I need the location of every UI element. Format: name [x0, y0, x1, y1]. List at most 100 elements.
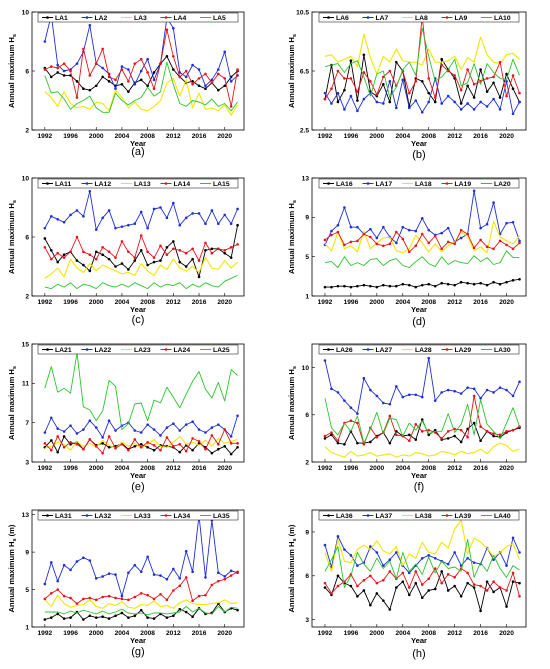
- y-tick-label: 6: [25, 68, 29, 75]
- x-tick-label: 2004: [115, 630, 130, 637]
- data-point: [395, 385, 398, 388]
- data-point: [395, 586, 398, 589]
- data-point: [56, 218, 59, 221]
- data-point: [94, 257, 98, 261]
- series-LA2: [43, 13, 239, 90]
- data-point: [414, 80, 418, 83]
- data-point: [210, 251, 214, 255]
- data-point: [414, 581, 418, 585]
- data-point: [420, 232, 424, 236]
- legend-label-LA26: LA26: [336, 347, 353, 354]
- data-point: [440, 247, 443, 251]
- data-point: [433, 587, 437, 591]
- data-point: [369, 227, 372, 231]
- data-point: [375, 394, 379, 398]
- data-point: [466, 232, 469, 236]
- data-point: [472, 108, 476, 111]
- data-point: [511, 74, 515, 77]
- data-point: [472, 189, 476, 193]
- data-point: [75, 443, 79, 446]
- x-tick-label: 2012: [447, 630, 462, 637]
- data-point: [236, 608, 239, 612]
- x-tick-label: 1996: [63, 133, 78, 140]
- data-point: [459, 440, 463, 444]
- legend-label-LA1: LA1: [55, 15, 68, 22]
- y-tick-label: 1: [305, 293, 309, 300]
- data-point: [217, 72, 220, 76]
- chart-panel-1: 1992 1996 2000 2004 2008 2012 2016 2020 2 6 10 Year…: [7, 9, 245, 158]
- data-point: [75, 96, 79, 99]
- panel-label: (b): [412, 149, 425, 161]
- data-point: [94, 228, 98, 231]
- data-point: [139, 592, 143, 595]
- data-point: [395, 241, 398, 245]
- y-axis-label: Annual maximum Hs (m): [287, 524, 298, 612]
- legend-label-LA20: LA20: [494, 181, 511, 188]
- legend-label-LA23: LA23: [134, 347, 151, 354]
- legend-label-LA8: LA8: [415, 15, 428, 22]
- legend-box: [37, 178, 239, 189]
- data-point: [197, 275, 201, 279]
- data-point: [94, 426, 98, 429]
- y-axis-label: Annual maximum Hs: [287, 200, 298, 274]
- x-tick-label: 2000: [370, 299, 385, 306]
- data-point: [178, 443, 182, 446]
- data-point: [197, 84, 201, 88]
- data-point: [178, 577, 182, 580]
- legend-label-LA22: LA22: [95, 347, 112, 354]
- data-point: [107, 435, 111, 438]
- data-point: [336, 441, 340, 445]
- data-point: [229, 435, 233, 438]
- data-point: [178, 450, 182, 454]
- data-point: [356, 239, 359, 243]
- data-point: [375, 100, 379, 104]
- chart-panel-7: 1992 1996 2000 2004 2008 2012 2016 2020 1 5 9 13 Yea…: [7, 509, 245, 658]
- legend-label-LA4: LA4: [174, 15, 187, 22]
- data-point: [453, 283, 456, 287]
- data-point: [236, 570, 239, 574]
- data-point: [69, 443, 72, 446]
- data-point: [49, 416, 53, 420]
- data-point: [479, 226, 482, 230]
- chart-panel-8: 1992 1996 2000 2004 2008 2012 2016 2020 3 6 9 Year A…: [287, 509, 527, 660]
- data-point: [472, 394, 476, 398]
- data-point: [114, 226, 117, 230]
- y-tick-label: 11: [22, 381, 29, 388]
- x-tick-label: 2016: [192, 630, 207, 637]
- data-point: [330, 87, 333, 90]
- legend-label-LA39: LA39: [455, 513, 472, 520]
- data-point: [75, 560, 79, 563]
- data-point: [197, 594, 201, 598]
- data-point: [152, 71, 156, 74]
- data-point: [43, 597, 47, 601]
- data-point: [420, 583, 424, 586]
- data-point: [101, 442, 104, 445]
- data-point: [229, 256, 233, 259]
- legend-box: [318, 12, 520, 23]
- data-point: [178, 248, 182, 252]
- data-point: [440, 391, 443, 394]
- data-point: [349, 285, 353, 289]
- data-point: [191, 599, 194, 603]
- data-point: [459, 108, 463, 111]
- data-point: [107, 75, 111, 79]
- data-point: [401, 78, 405, 82]
- legend-marker: [327, 182, 330, 185]
- data-point: [172, 26, 175, 30]
- data-point: [440, 57, 443, 61]
- series-LA20: [324, 250, 520, 268]
- chart-panel-3: 1992 1996 2000 2004 2008 2012 2016 2020 2 6 10 Year…: [7, 175, 245, 326]
- data-point: [427, 241, 431, 245]
- y-axis-label: Annual maximum Hs: [287, 34, 298, 108]
- series-LA12: [43, 189, 239, 231]
- x-tick-label: 2004: [395, 133, 410, 140]
- data-point: [159, 592, 162, 596]
- data-point: [466, 84, 469, 88]
- y-tick-label: 2.5: [300, 127, 309, 134]
- data-point: [94, 444, 98, 448]
- x-tick-label: 2008: [140, 299, 155, 306]
- data-point: [485, 283, 489, 287]
- series-line-LA12: [44, 190, 239, 231]
- data-point: [453, 434, 456, 438]
- data-point: [427, 282, 431, 286]
